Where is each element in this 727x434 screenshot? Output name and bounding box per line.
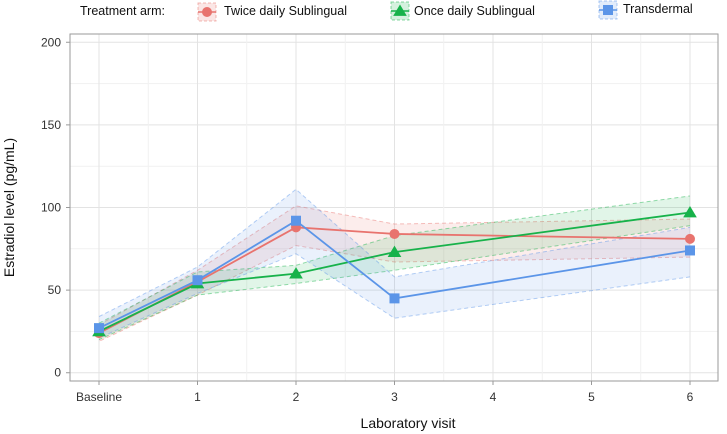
x-tick-label: 2 [293, 390, 300, 404]
twice-daily-sublingual-ci-band [99, 205, 690, 342]
grid [70, 34, 718, 381]
transdermal-point [94, 323, 104, 334]
y-tick-label: 150 [41, 118, 61, 132]
twice-daily-sublingual-point [389, 228, 400, 239]
y-tick-label: 200 [41, 35, 61, 49]
x-tick-label: 3 [391, 390, 398, 404]
legend-marker-once-daily-sublingual [393, 4, 407, 16]
y-tick-label: 50 [48, 283, 62, 297]
legend-label-twice-daily-sublingual: Twice daily Sublingual [224, 4, 347, 18]
transdermal-point [685, 245, 695, 256]
twice-daily-sublingual-ci-lower [98, 244, 691, 342]
once-daily-sublingual-point [289, 267, 303, 279]
once-daily-sublingual-point [683, 205, 697, 218]
x-tick-label: 6 [687, 390, 694, 404]
legend-label-once-daily-sublingual: Once daily Sublingual [414, 4, 535, 18]
twice-daily-sublingual-ci-upper [98, 205, 691, 326]
x-tick-label: 1 [194, 390, 201, 404]
legend-items: Twice daily Sublingual Once daily Subling… [197, 0, 693, 22]
transdermal-ci-lower [98, 253, 691, 339]
transdermal-ci-band [99, 189, 690, 339]
x-axis-title: Laboratory visit [361, 415, 456, 431]
x-tick-label: Baseline [76, 390, 122, 404]
once-daily-sublingual-ci-lower [98, 225, 691, 341]
once-daily-sublingual-point [387, 245, 402, 257]
y-axis-title: Estradiol level (pg/mL) [1, 138, 17, 277]
y-tick-label: 0 [54, 366, 61, 380]
transdermal-ci-upper [98, 188, 691, 318]
legend-marker-transdermal [603, 5, 613, 15]
legend-title: Treatment arm: [80, 4, 165, 18]
x-tick-label: 5 [588, 390, 595, 404]
legend: Treatment arm: Twice daily Sublingual Onc… [80, 0, 693, 22]
transdermal-point [389, 293, 400, 304]
legend-marker-twice-daily-sublingual [202, 7, 212, 17]
twice-daily-sublingual-point [685, 233, 695, 244]
x-tick-label: 4 [490, 390, 497, 404]
series-markers [92, 205, 697, 339]
axes: 0 50 100 150 200 Baseline 1 2 3 4 5 6 [41, 35, 694, 404]
legend-label-transdermal: Transdermal [623, 2, 693, 16]
y-tick-label: 100 [41, 201, 61, 215]
transdermal-point [291, 215, 301, 226]
transdermal-point [192, 275, 203, 286]
